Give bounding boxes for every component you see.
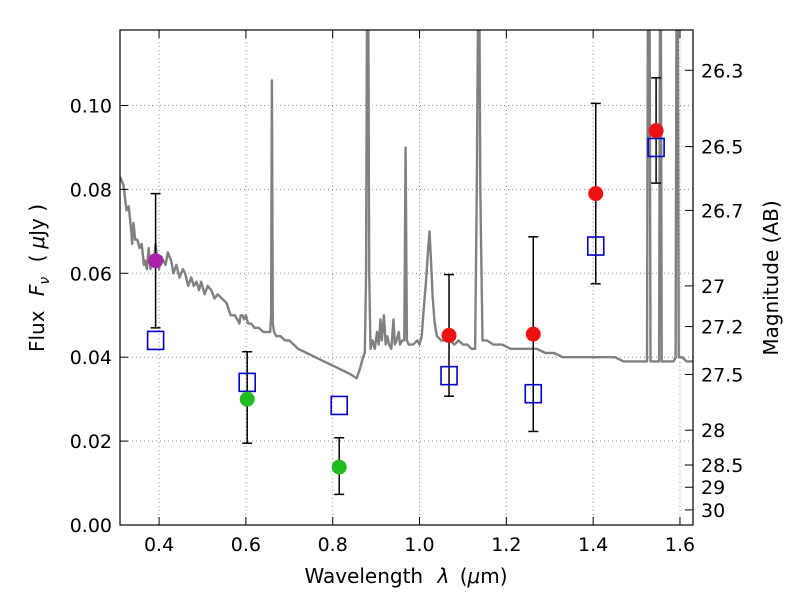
y-tick-label: 0.00 [70,515,112,537]
y-axis-label-unit-rest: Jy ) [25,204,49,238]
x-tick-label: 1.6 [665,534,695,556]
y2-tick-label: 27.5 [701,364,743,386]
y-axis-label-sub: ν [37,277,53,285]
y-axis-label-symbol: F [25,284,49,296]
data-points [148,123,664,475]
y-tick-label: 0.02 [70,431,112,453]
model-square [146,330,165,351]
point-red-1 [441,327,457,343]
y-axis-label-unit-mu: μ [25,236,49,250]
y2-tick-label: 30 [701,500,725,522]
model-square [330,395,349,416]
y2-tick-label: 27 [701,276,725,298]
x-axis-label-text: Wavelength [304,564,423,588]
y-tick-label: 0.04 [70,347,112,369]
x-axis-label-unit-rest: m) [480,564,507,588]
x-tick-label: 1.4 [578,534,608,556]
y-tick-label: 0.10 [70,96,112,118]
y2-tick-label: 26.7 [701,200,743,222]
model-square [238,372,256,393]
plot-frame [119,29,694,526]
point-red-3 [588,186,604,202]
spectrum-line [120,30,693,380]
model-square [647,137,665,158]
y-axis-label: Flux Fν ( μJy ) [25,204,54,352]
model-square [586,236,605,256]
y-axis-label-text: Flux [25,310,49,352]
model-square [440,365,458,386]
y2-axis-label: Magnitude (AB) [759,200,783,355]
point-red-2 [525,326,541,342]
y2-tick-label: 26.3 [701,60,743,82]
x-axis-label: Wavelength λ (μm) [304,564,507,588]
x-tick-label: 0.4 [144,534,174,556]
y-tick-label: 0.06 [70,263,112,285]
y-tick-label: 0.08 [70,179,112,201]
y2-tick-label: 28 [701,420,725,442]
x-tick-label: 1.2 [491,534,521,556]
y2-tick-label: 27.2 [701,317,743,339]
point-magenta [148,253,164,269]
x-tick-label: 0.8 [318,534,348,556]
point-green-2 [331,459,347,475]
x-tick-label: 1.0 [404,534,434,556]
x-tick-label: 0.6 [231,534,261,556]
x-axis-label-unit-open: ( [460,564,468,588]
point-green-1 [239,391,255,407]
y-axis-label-unit-open: ( [25,255,49,263]
point-red-4 [648,123,664,139]
y2-tick-label: 29 [701,477,725,499]
y2-tick-label: 26.5 [701,137,743,159]
x-axis-label-unit-mu: μ [467,564,481,588]
model-square [524,383,543,404]
model-points [146,137,665,416]
axis-ticks: 0.4 0.6 0.8 1.0 1.2 1.4 1.6 0.00 0.02 0.04 0.06 0.0… [70,30,743,556]
spectrum [120,30,693,380]
x-axis-label-symbol: λ [436,564,449,588]
y2-tick-label: 28.5 [701,455,743,477]
